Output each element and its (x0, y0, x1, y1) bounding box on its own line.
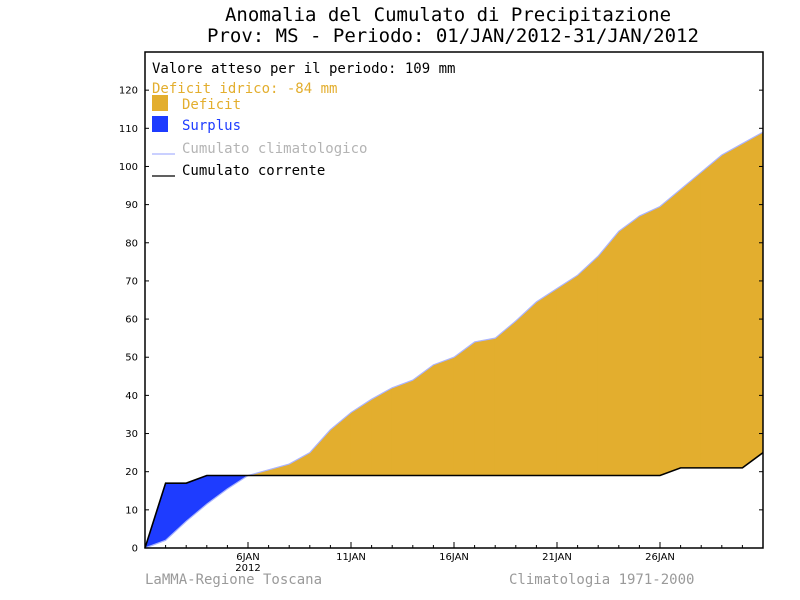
x-tick-label: 6JAN (236, 552, 259, 563)
footer-right: Climatologia 1971-2000 (509, 572, 694, 588)
chart-title-line2: Prov: MS - Periodo: 01/JAN/2012-31/JAN/2… (207, 25, 699, 47)
y-tick-label: 20 (125, 467, 138, 478)
y-tick-label: 30 (125, 429, 138, 440)
deficit-area-segment (391, 379, 414, 476)
deficit-area-segment (433, 356, 455, 476)
deficit-area-segment (556, 274, 578, 476)
deficit-area-segment (330, 411, 352, 476)
current-cumulative-line (144, 451, 764, 549)
x-tick-label: 26JAN (645, 552, 675, 563)
y-tick-label: 80 (125, 238, 138, 249)
deficit-area-segment (309, 428, 331, 476)
deficit-area-segment (453, 341, 475, 476)
deficit-area-segment (474, 337, 496, 476)
deficit-area-segment (700, 154, 723, 469)
deficit-area-segment (659, 188, 681, 476)
y-tick-label: 10 (125, 505, 138, 516)
legend-swatch-deficit (152, 95, 168, 111)
legend-label: Cumulato climatologico (182, 141, 367, 157)
deficit-area-segment (412, 364, 434, 476)
deficit-area-segment (639, 206, 661, 476)
y-tick-label: 120 (119, 86, 138, 97)
x-tick-label: 21JAN (542, 552, 572, 563)
deficit-area-segment (597, 230, 620, 476)
deficit-area-segment (742, 131, 764, 469)
deficit-area-segment (288, 452, 311, 476)
deficit-value-text: Deficit idrico: -84 mm (152, 81, 337, 97)
deficit-area-segment (680, 171, 702, 469)
footer-left: LaMMA-Regione Toscana (145, 572, 322, 588)
x-tick-sublabel: 2012 (235, 563, 260, 574)
y-tick-label: 50 (125, 353, 138, 364)
surplus-area-segment (206, 475, 228, 505)
legend-swatch-surplus (152, 116, 168, 132)
deficit-area-segment (494, 320, 517, 476)
legend-items: Deficit Surplus Cumulato climatologico Cumu… (152, 95, 367, 179)
y-tick-label: 60 (125, 315, 138, 326)
y-tick-label: 110 (119, 124, 138, 135)
y-tick-label: 100 (119, 162, 138, 173)
y-tick-label: 0 (132, 544, 138, 555)
expected-value-text: Valore atteso per il periodo: 109 mm (152, 61, 455, 77)
y-tick-label: 40 (125, 391, 138, 402)
x-tick-label: 11JAN (336, 552, 366, 563)
deficit-area-segment (268, 463, 290, 476)
chart-title-line1: Anomalia del Cumulato di Precipitazione (225, 4, 671, 26)
legend-label: Surplus (182, 118, 241, 134)
x-tick-label: 16JAN (439, 552, 469, 563)
deficit-area-segment (371, 387, 393, 476)
plot-area (144, 131, 764, 549)
legend: Valore atteso per il periodo: 109 mm Def… (152, 61, 455, 179)
deficit-area-segment (515, 301, 537, 476)
plot-frame (144, 51, 764, 549)
deficit-area-segment (577, 255, 599, 476)
legend-label: Cumulato corrente (182, 163, 325, 179)
y-tick-label: 90 (125, 200, 138, 211)
deficit-area-segment (721, 143, 743, 469)
y-tick-label: 70 (125, 276, 138, 287)
deficit-area-segment (618, 215, 640, 476)
deficit-area-segment (536, 287, 558, 476)
legend-label: Deficit (182, 97, 241, 113)
surplus-area-segment (165, 482, 187, 542)
